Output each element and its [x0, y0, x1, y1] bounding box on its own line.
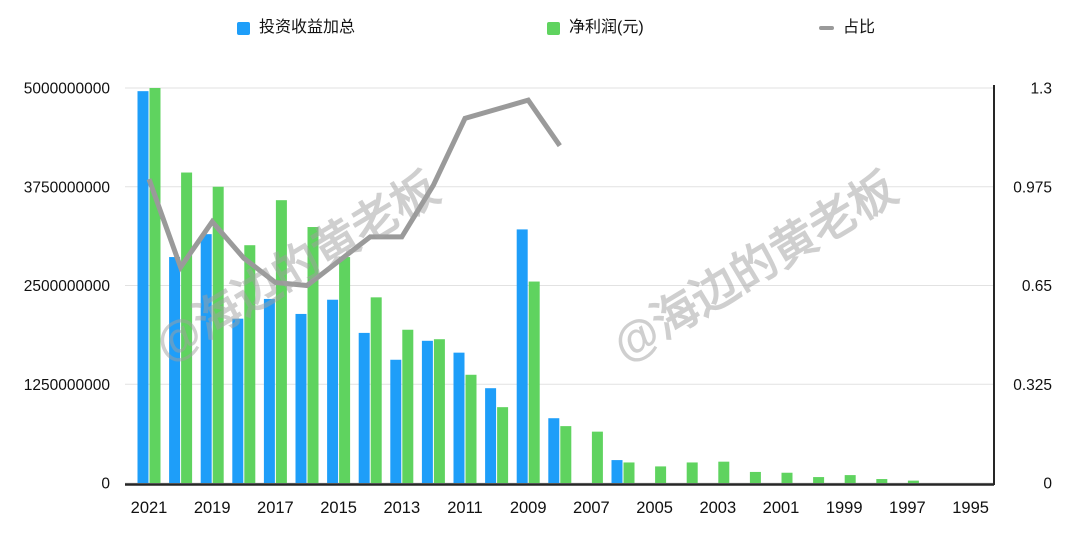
y-axis-left-tick: 3750000000: [24, 179, 111, 196]
bar-net-profit-2018: [244, 245, 256, 483]
legend-label-net-profit: 净利润(元): [569, 19, 644, 36]
x-axis-tick: 2021: [131, 499, 168, 517]
y-axis-right-tick: 1.3: [1030, 81, 1052, 98]
bar-investment-income-2016: [295, 313, 307, 483]
legend-swatch-green-icon: [547, 21, 560, 35]
bar-investment-income-2020: [169, 257, 181, 483]
x-axis-tick: 2003: [699, 499, 736, 517]
bar-investment-income-2021: [137, 91, 149, 483]
x-axis-tick: 2015: [320, 499, 357, 517]
x-axis-tick: 1995: [952, 499, 989, 517]
bar-investment-income-2017: [263, 298, 275, 483]
bar-investment-income-2015: [327, 299, 339, 483]
legend-swatch-blue-icon: [237, 21, 250, 35]
bar-investment-income-2018: [232, 318, 244, 483]
x-axis-tick: 2001: [763, 499, 800, 517]
bar-investment-income-2010: [485, 388, 497, 483]
bar-investment-income-2009: [516, 229, 528, 483]
bar-net-profit-2009: [528, 281, 540, 483]
x-axis-tick: 1997: [889, 499, 926, 517]
legend-label-ratio: 占比: [843, 19, 876, 36]
legend-item-net-profit: 净利润(元): [547, 20, 644, 36]
x-axis-tick: 2019: [194, 499, 231, 517]
bar-net-profit-2002: [749, 471, 761, 483]
y-axis-left-tick: 5000000000: [24, 81, 111, 98]
y-axis-right-tick: 0.325: [1013, 377, 1052, 394]
y-axis-right-tick: 0.65: [1022, 278, 1052, 295]
bar-net-profit-2017: [275, 200, 287, 483]
bar-investment-income-2013: [390, 359, 402, 483]
y-axis-left-tick: 1250000000: [24, 377, 111, 394]
y-axis-right-tick: 0.975: [1013, 179, 1052, 196]
bar-net-profit-2016: [307, 227, 319, 483]
x-axis-tick: 2011: [447, 499, 482, 517]
bar-net-profit-2011: [465, 374, 477, 483]
bar-investment-income-2008: [548, 418, 560, 483]
bar-net-profit-2003: [718, 461, 730, 483]
bar-net-profit-2012: [433, 339, 445, 483]
bar-net-profit-2015: [339, 257, 351, 483]
bar-net-profit-2020: [181, 172, 193, 483]
x-axis-tick: 2009: [510, 499, 547, 517]
bar-net-profit-2006: [623, 462, 635, 483]
bar-investment-income-2019: [200, 234, 212, 483]
bar-net-profit-2013: [402, 329, 414, 483]
y-axis-left-tick: 0: [101, 476, 110, 493]
legend-label-investment-income: 投资收益加总: [259, 19, 356, 36]
x-axis-tick: 2005: [636, 499, 673, 517]
bar-net-profit-2008: [560, 426, 572, 483]
x-axis-tick: 2017: [257, 499, 294, 517]
bar-net-profit-1999: [844, 475, 856, 483]
bar-net-profit-2019: [212, 186, 224, 483]
bar-net-profit-2010: [497, 407, 509, 483]
x-axis-tick: 2007: [573, 499, 610, 517]
legend-item-ratio: 占比: [819, 20, 875, 36]
bar-investment-income-2011: [453, 352, 465, 483]
ratio-line: [146, 97, 562, 289]
bar-investment-income-2012: [421, 340, 433, 483]
bar-net-profit-2007: [591, 431, 603, 483]
legend-item-investment-income: 投资收益加总: [237, 20, 355, 36]
bar-investment-income-2006: [611, 460, 623, 483]
bar-net-profit-2000: [813, 477, 825, 483]
bar-investment-income-2014: [358, 332, 370, 483]
y-axis-left-tick: 2500000000: [24, 278, 111, 295]
bar-net-profit-2001: [781, 472, 793, 483]
bar-net-profit-1998: [876, 479, 888, 483]
x-axis-tick: 1999: [826, 499, 863, 517]
bar-net-profit-2004: [686, 462, 698, 483]
bar-net-profit-2021: [149, 88, 161, 483]
bar-net-profit-2014: [370, 297, 382, 483]
bar-net-profit-1997: [907, 480, 919, 483]
y-axis-right-tick: 0: [1043, 476, 1052, 493]
x-axis-tick: 2013: [383, 499, 420, 517]
legend-swatch-line-icon: [819, 26, 834, 30]
bar-net-profit-2005: [655, 466, 667, 483]
